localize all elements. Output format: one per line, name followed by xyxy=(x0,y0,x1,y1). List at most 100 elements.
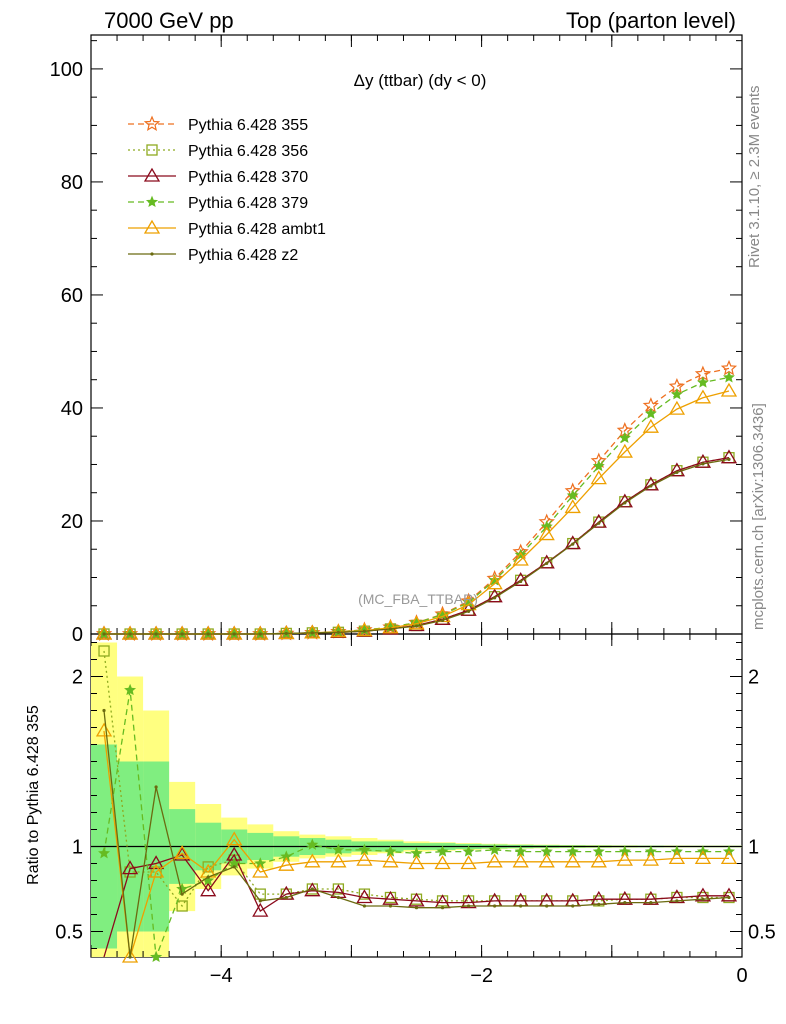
data-point xyxy=(538,526,555,541)
data-point xyxy=(493,596,497,600)
ratio-data-point xyxy=(545,904,549,908)
ratio-data-point xyxy=(462,845,475,857)
ratio-data-point xyxy=(200,882,217,897)
ratio-data-point xyxy=(176,882,189,895)
legend-marker xyxy=(150,252,154,256)
ratio-data-point xyxy=(388,904,393,908)
data-point xyxy=(512,551,529,566)
legend: Pythia 6.428 355 Pythia 6.428 356 Pythia 6… xyxy=(128,115,326,264)
ratio-data-point xyxy=(362,904,367,908)
data-point xyxy=(649,484,653,488)
data-point xyxy=(336,630,340,634)
ratio-data-point xyxy=(434,855,451,870)
legend-marker xyxy=(143,219,161,234)
ratio-data-point xyxy=(488,843,501,855)
ratio-y-tick-label-right: 1 xyxy=(748,837,759,859)
ratio-data-point xyxy=(174,846,191,861)
ratio-data-point xyxy=(124,866,136,878)
data-point xyxy=(102,632,106,636)
data-point xyxy=(571,542,575,546)
data-point xyxy=(623,501,627,505)
legend-label: Pythia 6.428 355 xyxy=(188,117,308,134)
ratio-data-point xyxy=(147,863,165,878)
ratio-data-point xyxy=(597,902,601,906)
ratio-data-point xyxy=(252,863,269,878)
uncertainty-band xyxy=(91,642,742,957)
main-y-tick-label: 20 xyxy=(61,511,83,533)
legend-marker xyxy=(146,144,158,156)
chart-title: Δy (ttbar) (dy < 0) xyxy=(354,71,487,90)
ratio-data-point xyxy=(174,845,191,859)
ratio-y-tick-label: 0.5 xyxy=(55,922,83,944)
data-point xyxy=(597,521,601,525)
ratio-data-point xyxy=(720,850,738,865)
ratio-data-point xyxy=(154,785,158,789)
legend-label: Pythia 6.428 ambt1 xyxy=(188,221,326,238)
legend-label: Pythia 6.428 379 xyxy=(188,195,308,212)
data-point xyxy=(694,453,712,468)
data-point xyxy=(670,388,683,400)
data-point xyxy=(540,520,553,532)
ratio-data-point xyxy=(98,846,111,859)
ratio-data-point xyxy=(98,645,110,657)
data-point xyxy=(284,631,288,636)
ratio-data-point xyxy=(460,855,477,870)
ratio-data-point xyxy=(278,856,295,871)
data-point xyxy=(566,489,579,501)
data-point xyxy=(720,382,738,397)
data-point xyxy=(180,632,184,636)
ratio-data-point xyxy=(408,892,425,907)
data-point xyxy=(722,371,735,383)
ratio-data-point xyxy=(538,853,555,868)
ratio-data-point xyxy=(694,850,712,865)
data-point xyxy=(304,624,321,639)
mcplots-credit-label: mcplots.cern.ch [arXiv:1306.3436] xyxy=(750,403,767,630)
ratio-y-axis-label: Ratio to Pythia 6.428 355 xyxy=(25,705,42,885)
ratio-data-point xyxy=(226,831,243,846)
rivet-version-label: Rivet 3.1.10, ≥ 2.3M events xyxy=(746,85,763,269)
series-line xyxy=(104,457,730,635)
data-point xyxy=(174,625,191,640)
ratio-data-point xyxy=(150,950,163,963)
ratio-data-point xyxy=(95,722,113,737)
ratio-series-line xyxy=(103,650,729,908)
data-point xyxy=(675,470,679,474)
ratio-data-point xyxy=(180,892,184,896)
ratio-data-point xyxy=(493,904,497,908)
ratio-series-line xyxy=(103,730,729,958)
data-point xyxy=(232,632,236,636)
legend-label: Pythia 6.428 z2 xyxy=(188,247,298,264)
ratio-data-point xyxy=(590,853,607,868)
data-point xyxy=(592,459,605,472)
header-process-label: Top (parton level) xyxy=(566,8,736,33)
data-point xyxy=(440,618,445,623)
series-layer xyxy=(95,359,738,963)
data-point xyxy=(545,561,549,565)
ratio-data-point xyxy=(332,843,345,855)
data-point xyxy=(486,575,503,590)
ratio-data-point xyxy=(616,890,633,905)
data-point xyxy=(564,535,581,550)
ratio-y-tick-label-right: 2 xyxy=(748,667,759,689)
data-point xyxy=(519,579,523,584)
ratio-data-point xyxy=(382,890,399,905)
ratio-data-point xyxy=(701,897,705,901)
data-point xyxy=(668,462,686,477)
ratio-data-point xyxy=(642,851,659,866)
ratio-y-tick-label-right: 0.5 xyxy=(748,922,776,944)
ratio-data-point xyxy=(623,901,627,905)
ratio-data-point xyxy=(642,890,659,905)
legend-label: Pythia 6.428 356 xyxy=(188,143,308,160)
ratio-data-point xyxy=(571,904,575,908)
data-point xyxy=(330,623,347,638)
ratio-data-point xyxy=(668,850,686,865)
data-point xyxy=(434,611,451,625)
ratio-data-point xyxy=(356,889,373,904)
ratio-data-point xyxy=(440,906,445,910)
data-point xyxy=(414,624,419,628)
ratio-data-point xyxy=(336,895,340,900)
data-point xyxy=(408,615,425,630)
data-point xyxy=(694,389,712,404)
